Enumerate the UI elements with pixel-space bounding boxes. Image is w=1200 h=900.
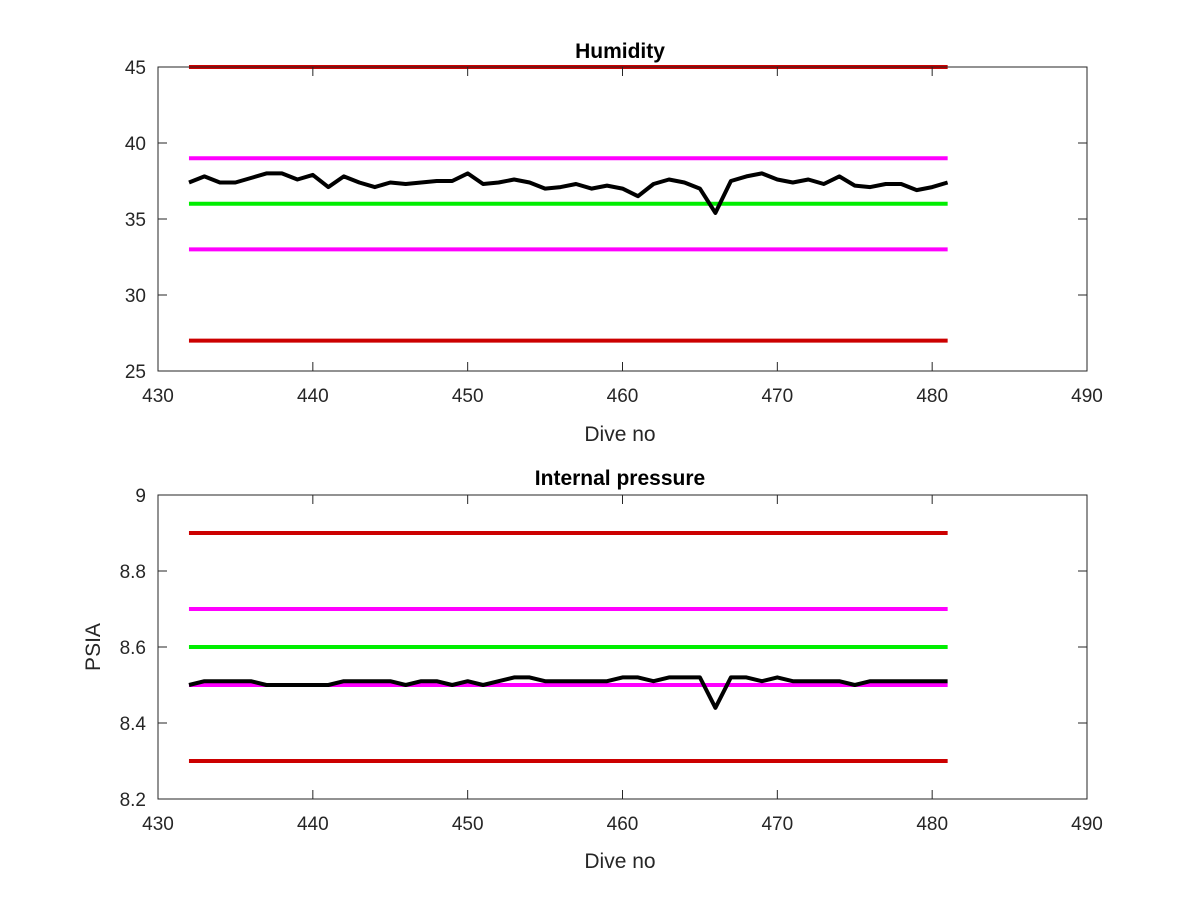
internal-pressure-chart-y-tick-label: 8.6 xyxy=(120,638,146,659)
humidity-chart-title: Humidity xyxy=(575,40,665,63)
internal-pressure-chart-y-tick-label: 8.4 xyxy=(120,714,147,735)
humidity-chart-y-tick-label: 45 xyxy=(125,58,146,79)
humidity-chart: Humidity 430 440 450 460 470 480 490 25 30 35 40 45… xyxy=(125,40,1103,446)
humidity-chart-x-tick-label: 490 xyxy=(1071,386,1103,407)
internal-pressure-chart-y-tick-label: 8.2 xyxy=(120,790,146,811)
humidity-chart-x-label: Dive no xyxy=(584,423,655,446)
internal-pressure-chart-x-tick-label: 450 xyxy=(452,814,484,835)
humidity-chart-x-tick-label: 450 xyxy=(452,386,484,407)
internal-pressure-chart-marks xyxy=(188,531,948,763)
internal-pressure-chart-y-tick-label: 9 xyxy=(135,486,146,507)
internal-pressure-chart-ticks: 430 440 450 460 470 480 490 8.2 8.4 8.6 8.8 9 xyxy=(120,486,1103,835)
internal-pressure-chart: Internal pressure 430 440 450 460 470 480 490 8… xyxy=(82,467,1103,873)
humidity-chart-x-tick-label: 480 xyxy=(916,386,948,407)
humidity-chart-series-line xyxy=(188,171,949,215)
humidity-chart-x-tick-label: 440 xyxy=(297,386,329,407)
humidity-chart-y-tick-label: 40 xyxy=(125,134,146,155)
internal-pressure-chart-x-tick-label: 470 xyxy=(761,814,793,835)
internal-pressure-chart-x-tick-label: 430 xyxy=(142,814,174,835)
internal-pressure-chart-x-tick-label: 460 xyxy=(607,814,639,835)
internal-pressure-chart-y-label: PSIA xyxy=(82,623,105,671)
internal-pressure-chart-x-tick-label: 490 xyxy=(1071,814,1103,835)
humidity-chart-x-tick-label: 460 xyxy=(607,386,639,407)
humidity-chart-x-tick-label: 470 xyxy=(761,386,793,407)
internal-pressure-chart-x-tick-label: 480 xyxy=(916,814,948,835)
humidity-chart-y-tick-label: 35 xyxy=(125,210,146,231)
humidity-chart-ticks: 430 440 450 460 470 480 490 25 30 35 40 45 xyxy=(125,58,1103,407)
internal-pressure-chart-y-tick-label: 8.8 xyxy=(120,562,146,583)
internal-pressure-chart-title: Internal pressure xyxy=(535,467,705,490)
internal-pressure-chart-x-label: Dive no xyxy=(584,850,655,873)
humidity-chart-y-tick-label: 25 xyxy=(125,362,146,383)
humidity-chart-y-tick-label: 30 xyxy=(125,286,146,307)
humidity-chart-x-tick-label: 430 xyxy=(142,386,174,407)
internal-pressure-chart-series-line xyxy=(188,675,948,710)
internal-pressure-chart-x-tick-label: 440 xyxy=(297,814,329,835)
